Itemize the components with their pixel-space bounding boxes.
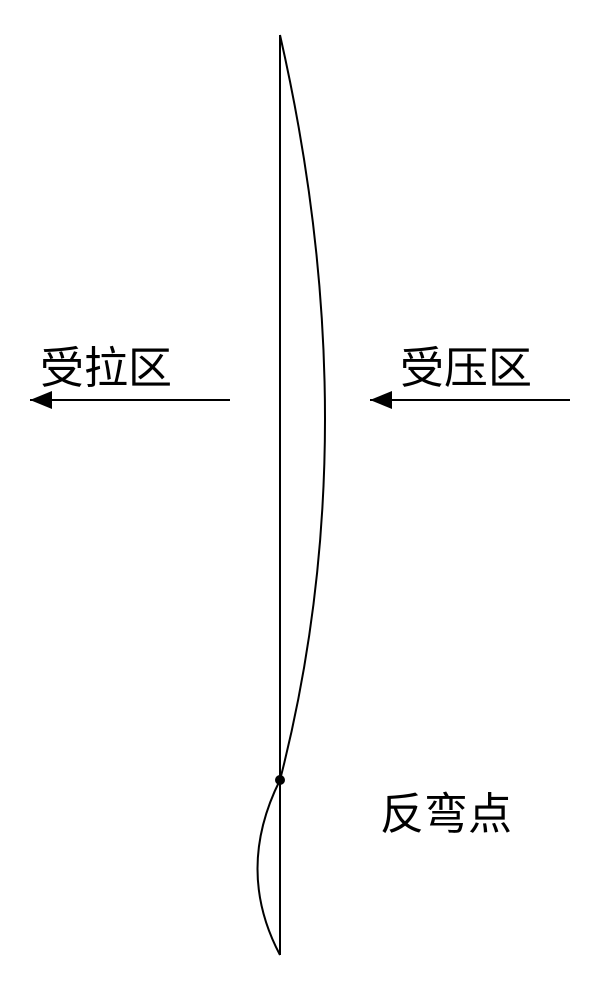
inflection-point-label: 反弯点 (380, 778, 512, 842)
compression-arrow-head (370, 391, 392, 409)
inflection-point-marker (275, 775, 285, 785)
compression-zone-label: 受压区 (400, 332, 532, 396)
tension-zone-label: 受拉区 (40, 332, 172, 396)
deflection-diagram (0, 0, 599, 1000)
deflection-curve (258, 35, 326, 955)
